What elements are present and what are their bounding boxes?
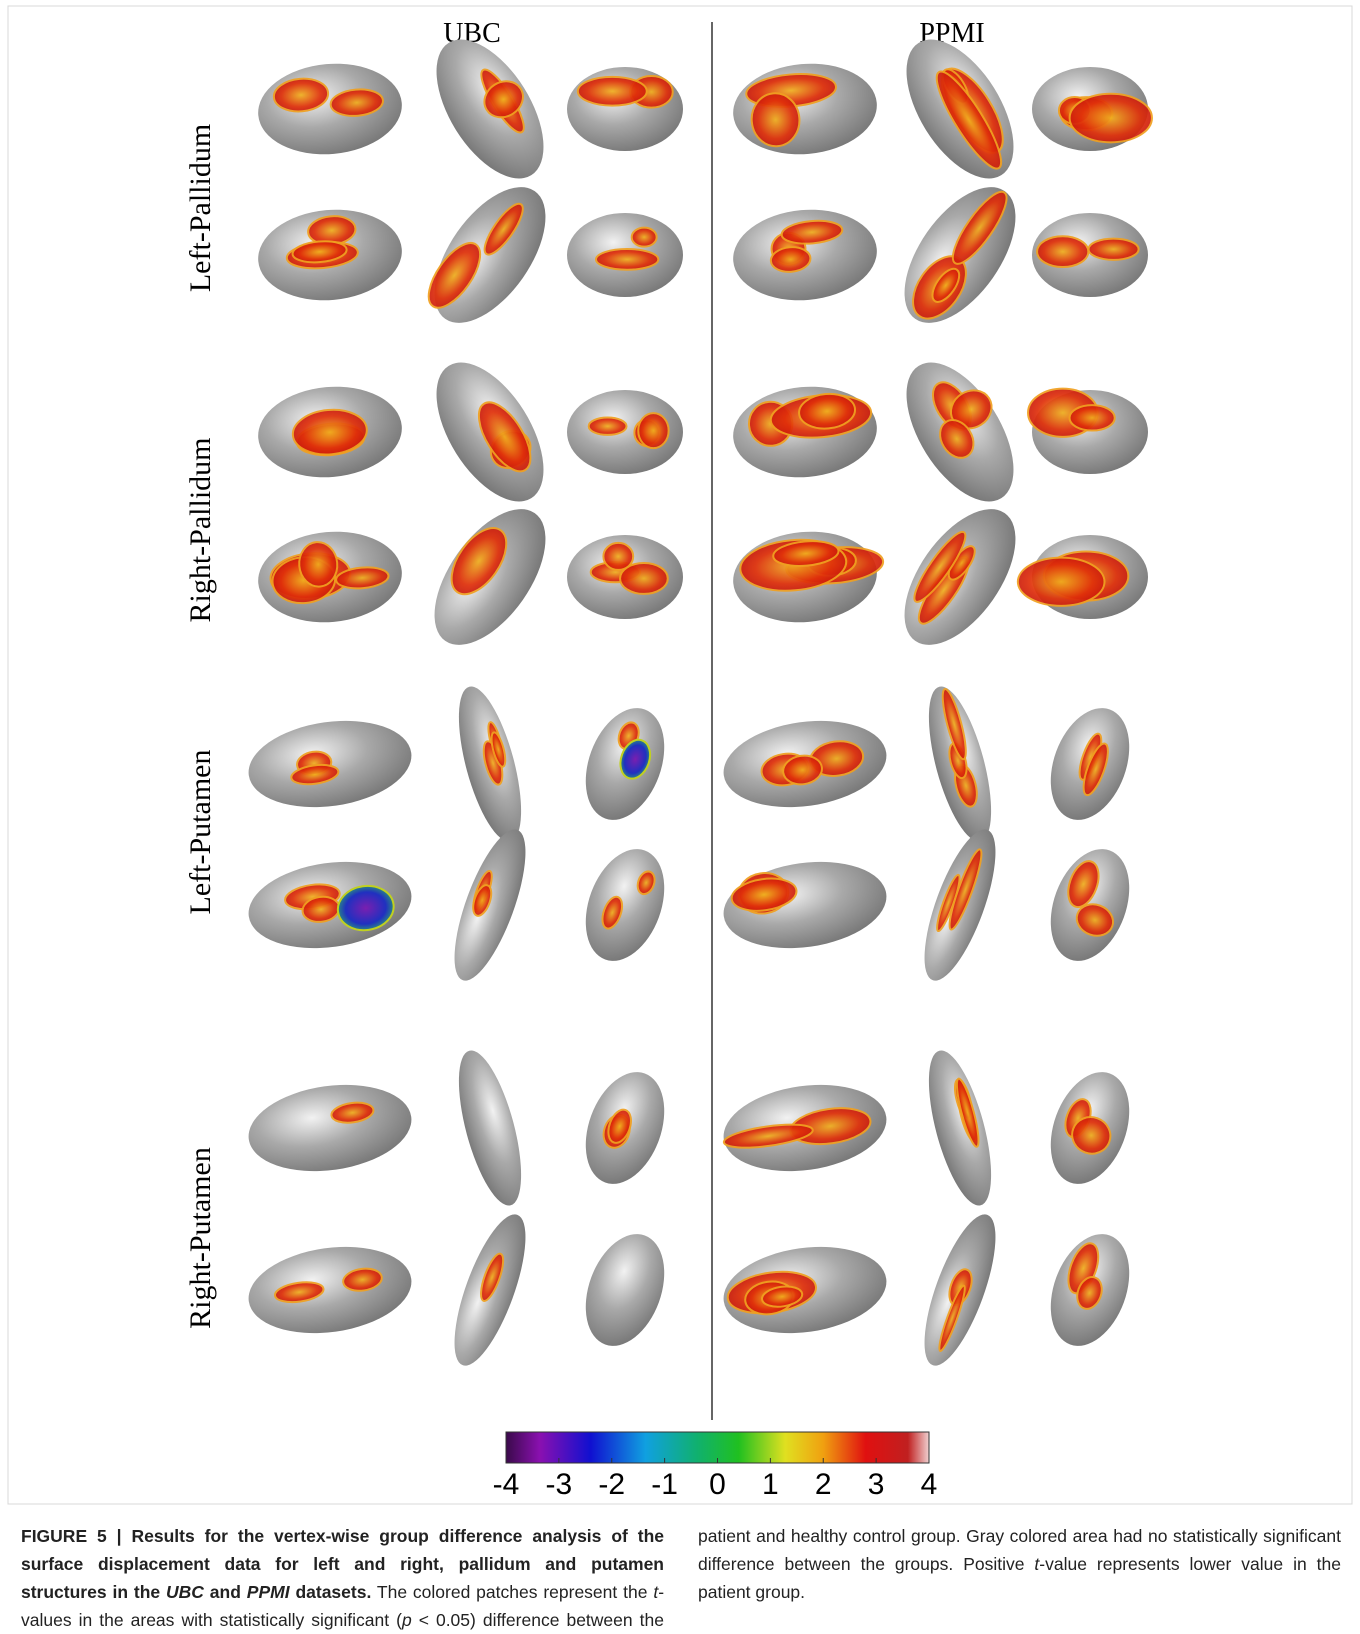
shapes (243, 22, 1152, 1374)
surface (1032, 67, 1152, 151)
row-labels: Left-Pallidum Right-Pallidum Left-Putamen R… (184, 124, 217, 1329)
surface (243, 1237, 417, 1343)
colorbar-ticks: -4 -3 -2 -1 0 1 2 3 4 (493, 1458, 938, 1501)
surface (571, 1223, 678, 1357)
colorbar-tick-label: 3 (868, 1468, 885, 1501)
patch (578, 77, 647, 106)
surface-body (243, 1075, 417, 1181)
colorbar-tick-label: 4 (921, 1468, 938, 1501)
surface-body (254, 58, 405, 160)
surface (916, 681, 1004, 848)
row-label: Left-Putamen (184, 750, 217, 915)
surface-body (571, 838, 678, 972)
surface (1032, 213, 1148, 297)
caption-text: p (402, 1610, 412, 1630)
surface (882, 168, 1037, 342)
patch (632, 228, 657, 247)
surface (910, 1207, 1010, 1374)
patch (589, 418, 627, 435)
surface (1028, 389, 1148, 474)
surface (1036, 838, 1143, 972)
surface (729, 525, 887, 628)
surface (415, 345, 566, 520)
surface (440, 822, 540, 989)
surface (254, 204, 405, 306)
caption-text: PPMI (247, 1582, 290, 1602)
surface-body (440, 822, 540, 989)
surface (1018, 535, 1148, 619)
surface (567, 213, 683, 297)
surface (243, 1075, 417, 1181)
surface (1036, 1223, 1143, 1357)
surface (254, 58, 405, 160)
surface (885, 343, 1038, 519)
surface (440, 1207, 540, 1374)
page: UBC PPMI Left-PallidumRight-PallidumLeft… (0, 0, 1360, 1630)
surface-body (916, 1045, 1004, 1212)
caption-text: The colored patches represent the (377, 1582, 653, 1602)
patch (638, 413, 668, 448)
surface (729, 381, 880, 483)
surface (243, 852, 417, 958)
surface (243, 711, 417, 817)
patch (1037, 236, 1088, 267)
surface (910, 822, 1010, 989)
colorbar-tick-label: -1 (651, 1468, 678, 1501)
surface (412, 490, 567, 664)
caption: FIGURE 5 | Results for the vertex-wise g… (21, 1522, 1341, 1634)
surface (729, 58, 880, 160)
patch (1089, 239, 1139, 260)
caption-label: FIGURE 5 | (21, 1526, 122, 1546)
caption-text: and (204, 1582, 247, 1602)
surface (567, 535, 683, 619)
row-label: Right-Pallidum (184, 437, 217, 622)
colorbar-tick-label: -4 (493, 1468, 520, 1501)
surface (567, 390, 683, 474)
surface (1036, 1061, 1143, 1195)
surface (412, 168, 567, 342)
surface (718, 1237, 892, 1343)
surface (718, 711, 892, 817)
colorbar-tick-label: 1 (762, 1468, 779, 1501)
surface (882, 490, 1037, 664)
colorbar-tick-label: 2 (815, 1468, 832, 1501)
surface (571, 1061, 678, 1195)
surface (718, 1075, 892, 1181)
surface (1036, 697, 1143, 831)
surface (729, 204, 880, 306)
row-label: Left-Pallidum (184, 124, 217, 292)
surface (571, 838, 678, 972)
surface (446, 1045, 534, 1212)
patch (1070, 94, 1152, 143)
surface (571, 697, 678, 831)
surface (567, 67, 683, 151)
colorbar-tick-label: 0 (709, 1468, 726, 1501)
caption-text: UBC (166, 1582, 204, 1602)
surface-body (446, 1045, 534, 1212)
surface-body (571, 1223, 678, 1357)
figure: UBC PPMI Left-PallidumRight-PallidumLeft… (0, 0, 1360, 1510)
row-label: Right-Putamen (184, 1147, 217, 1329)
surface (254, 526, 405, 628)
patch (1070, 405, 1115, 430)
colorbar-tick-label: -3 (546, 1468, 573, 1501)
patch (596, 249, 658, 270)
colorbar-tick-label: -2 (598, 1468, 625, 1501)
patch (1018, 558, 1105, 606)
surface (916, 1045, 1004, 1212)
surface (718, 852, 892, 958)
caption-text: datasets. (290, 1582, 372, 1602)
surface (254, 381, 405, 483)
surface-body (243, 1237, 417, 1343)
patch (603, 543, 633, 570)
surface (446, 681, 534, 848)
